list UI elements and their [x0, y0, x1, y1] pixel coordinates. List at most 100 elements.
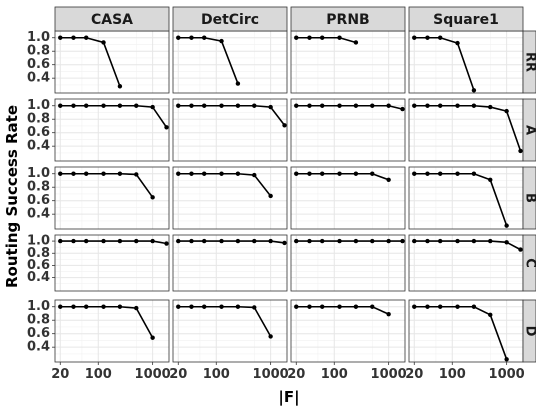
axes-layer: 0.40.60.81.00.40.60.81.00.40.60.81.00.40… [27, 30, 525, 382]
panel-B-DetCirc [172, 166, 288, 230]
data-point [71, 238, 76, 244]
data-point [189, 103, 194, 108]
data-point [235, 238, 241, 244]
data-point [176, 304, 181, 309]
panel-background [291, 300, 405, 362]
data-point [150, 195, 155, 200]
data-point [455, 304, 460, 309]
data-point [412, 171, 417, 176]
data-point [471, 103, 477, 108]
panel-background [291, 31, 405, 93]
data-point [412, 103, 417, 108]
data-point [58, 35, 63, 40]
data-point [71, 35, 76, 40]
data-point [117, 103, 123, 108]
panel-background [409, 167, 523, 229]
data-point [84, 238, 89, 244]
data-point [412, 304, 417, 309]
data-point [101, 40, 106, 45]
data-point [337, 35, 342, 40]
data-point [176, 35, 181, 40]
panel-C-PRNB [290, 234, 406, 292]
data-point [189, 35, 194, 40]
y-tick-label: 0.8 [27, 180, 50, 195]
row-strip-label: D [523, 326, 536, 337]
data-point [400, 106, 405, 112]
x-tick-label: 20 [405, 367, 423, 382]
data-point [504, 357, 509, 362]
y-tick-label: 0.8 [27, 246, 50, 261]
data-point [471, 171, 477, 176]
data-point [320, 35, 325, 40]
data-point [337, 304, 342, 309]
strip-background [290, 6, 406, 32]
data-point [294, 35, 299, 40]
data-point [101, 171, 106, 176]
panel-border [290, 234, 406, 292]
y-tick-label: 1.0 [27, 234, 50, 249]
panel-background [173, 235, 287, 291]
row-strip-A: A [522, 98, 536, 162]
data-point [386, 103, 391, 108]
data-point [219, 238, 224, 244]
panel-background [55, 31, 169, 93]
strip-background [522, 166, 536, 230]
data-point [176, 171, 181, 176]
data-point [425, 304, 430, 309]
panel-A-DetCirc [172, 98, 288, 162]
data-point [294, 171, 299, 176]
panel-background [409, 31, 523, 93]
panel-RR-PRNB [290, 30, 406, 94]
data-point [117, 238, 123, 244]
data-point [471, 304, 477, 309]
x-tick-label: 1000 [253, 367, 289, 382]
data-point [282, 240, 287, 246]
data-point [307, 171, 312, 176]
y-tick-label: 1.0 [27, 30, 50, 45]
data-point [134, 305, 139, 311]
data-point [282, 123, 287, 128]
data-point [117, 84, 123, 89]
data-point [252, 172, 257, 178]
data-point [189, 238, 194, 244]
data-point [337, 171, 342, 176]
data-point [219, 38, 224, 44]
data-point [471, 88, 477, 93]
data-point [268, 334, 273, 339]
strip-background [522, 98, 536, 162]
data-point [134, 238, 139, 244]
data-point [58, 304, 63, 309]
y-tick-label: 0.4 [27, 340, 50, 355]
data-point [150, 238, 155, 244]
panel-background [409, 235, 523, 291]
strip-background [54, 6, 170, 32]
panel-border [54, 299, 170, 363]
data-point [425, 238, 430, 244]
y-tick-label: 0.8 [27, 112, 50, 127]
data-point [455, 103, 460, 108]
y-tick-label: 1.0 [27, 299, 50, 314]
data-point [370, 171, 375, 176]
data-point [425, 103, 430, 108]
data-point [320, 171, 325, 176]
x-tick-label: 20 [287, 367, 305, 382]
x-tick-label: 100 [203, 367, 230, 382]
x-tick-label: 1000 [135, 367, 171, 382]
data-point [320, 103, 325, 108]
data-point [307, 238, 312, 244]
data-point [219, 171, 224, 176]
row-strip-B: B [522, 166, 536, 230]
panel-B-Square1 [408, 166, 524, 230]
data-point [84, 103, 89, 108]
strip-background [172, 6, 288, 32]
data-point [438, 304, 443, 309]
data-point [386, 238, 391, 244]
row-strip-D: D [523, 299, 536, 363]
data-point [504, 240, 509, 245]
panel-border [290, 166, 406, 230]
column-strip-label: DetCirc [201, 12, 259, 28]
y-tick-label: 0.4 [27, 71, 50, 86]
data-point [252, 238, 257, 244]
data-point [71, 304, 76, 309]
panel-background [291, 167, 405, 229]
